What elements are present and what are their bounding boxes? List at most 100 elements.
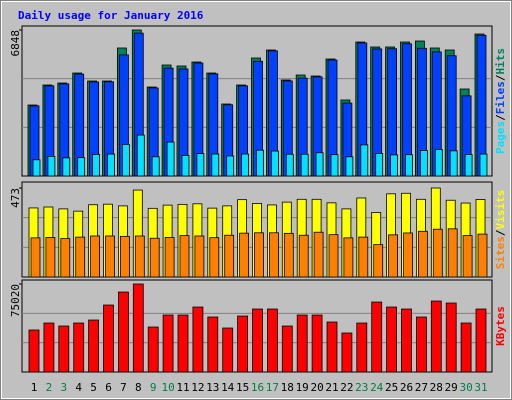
bar — [241, 153, 250, 177]
chart-title: Daily usage for January 2016 — [18, 9, 204, 22]
bar — [328, 234, 339, 278]
x-tick-label: 14 — [221, 381, 235, 394]
bar — [32, 159, 41, 177]
x-tick-label: 12 — [191, 381, 204, 394]
x-tick-label: 22 — [340, 381, 353, 394]
bar — [149, 237, 160, 278]
bar — [28, 329, 40, 373]
bar — [371, 301, 383, 373]
bar — [75, 236, 86, 278]
bar — [162, 314, 174, 373]
x-tick-label: 11 — [176, 381, 189, 394]
bar — [375, 153, 384, 177]
bar — [415, 316, 427, 373]
bar — [390, 154, 399, 177]
x-tick-label: 13 — [206, 381, 219, 394]
bar — [445, 302, 457, 373]
bar — [386, 306, 398, 373]
bar — [296, 314, 308, 373]
legend: Sites/Visits — [494, 190, 507, 270]
bar — [192, 306, 204, 373]
legend: KBytes — [494, 306, 507, 346]
legend-entry: KBytes — [494, 306, 507, 346]
x-tick-label: 17 — [266, 381, 279, 394]
x-tick-label: 2 — [46, 381, 53, 394]
bar — [417, 230, 428, 278]
x-tick-label: 29 — [445, 381, 458, 394]
bar — [60, 238, 71, 278]
bar — [419, 150, 428, 177]
x-tick-label: 23 — [355, 381, 368, 394]
bar — [311, 314, 323, 373]
bar — [360, 144, 369, 177]
bar — [237, 315, 249, 373]
bar — [209, 237, 220, 278]
x-tick-label: 15 — [236, 381, 249, 394]
legend-entry: Files — [494, 81, 507, 114]
bar — [449, 150, 458, 177]
bar — [462, 235, 473, 278]
bar — [134, 235, 145, 278]
bar — [460, 322, 472, 373]
bar — [475, 308, 487, 373]
x-tick-label: 8 — [135, 381, 142, 394]
x-tick-label: 9 — [150, 381, 157, 394]
x-tick-label: 30 — [459, 381, 472, 394]
x-tick-label: 10 — [161, 381, 174, 394]
bar — [285, 153, 294, 177]
bar — [283, 232, 294, 278]
bar — [298, 234, 309, 278]
bar — [447, 228, 458, 278]
bar — [226, 155, 235, 177]
bar — [239, 232, 250, 278]
legend-separator: / — [494, 74, 507, 81]
x-tick-label: 27 — [415, 381, 428, 394]
legend-entry: Hits — [494, 48, 507, 75]
bar — [196, 153, 205, 177]
bar — [434, 148, 443, 177]
legend-separator: / — [494, 229, 507, 236]
x-tick-label: 20 — [310, 381, 323, 394]
bar — [315, 152, 324, 177]
bar — [194, 235, 205, 278]
bar — [43, 322, 55, 373]
x-tick-label: 16 — [251, 381, 264, 394]
bar — [120, 235, 130, 278]
bar — [222, 327, 234, 373]
legend: Pages/Files/Hits — [494, 48, 507, 154]
bar — [103, 304, 114, 373]
bar — [122, 144, 130, 177]
bar — [58, 325, 70, 373]
x-tick-label: 28 — [430, 381, 443, 394]
bar — [147, 326, 159, 373]
bar — [105, 235, 115, 278]
bar — [73, 322, 85, 373]
x-tick-label: 4 — [75, 381, 82, 394]
bar — [252, 308, 263, 373]
bar — [132, 283, 144, 373]
bar — [45, 237, 56, 278]
bar — [107, 153, 115, 177]
bar — [30, 237, 41, 278]
x-tick-label: 6 — [105, 381, 112, 394]
bar — [118, 291, 129, 373]
bar — [479, 153, 488, 177]
bar — [77, 157, 86, 177]
bar — [62, 157, 71, 177]
bar — [177, 314, 189, 373]
bar — [313, 231, 324, 278]
x-tick-label: 5 — [90, 381, 97, 394]
x-tick-label: 3 — [60, 381, 67, 394]
bar — [268, 232, 279, 278]
x-tick-label: 1 — [31, 381, 38, 394]
bar — [207, 316, 219, 373]
bar — [92, 154, 100, 177]
bar — [151, 156, 160, 177]
y-tick-label: 6848 — [9, 30, 22, 57]
bar — [345, 156, 354, 177]
bar — [330, 154, 339, 177]
bar — [356, 322, 368, 373]
x-tick-label: 31 — [474, 381, 487, 394]
bar — [477, 233, 488, 278]
